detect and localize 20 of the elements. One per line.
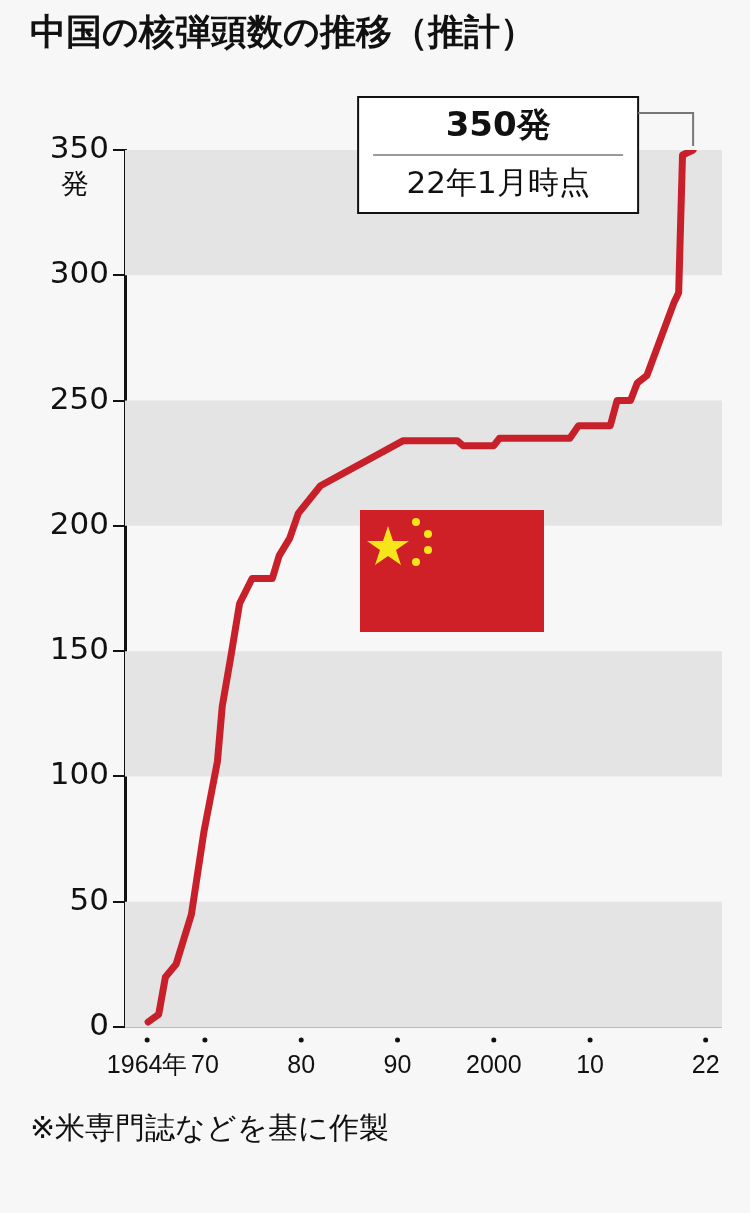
chart-title: 中国の核弾頭数の推移（推計） xyxy=(30,10,536,54)
text: 350発 xyxy=(445,103,551,144)
x-tick-label: 1964年 xyxy=(106,1049,188,1078)
x-tick-label: 70 xyxy=(191,1049,219,1078)
y-tick-label: 350 xyxy=(49,129,109,166)
x-tick-label: 80 xyxy=(287,1049,316,1078)
y-tick-label: 150 xyxy=(49,630,109,667)
y-tick-label: 0 xyxy=(89,1006,109,1043)
text: ※米専門誌などを基に作製 xyxy=(30,1109,391,1147)
y-tick-label: 250 xyxy=(49,379,109,416)
x-tick-label: 2000 xyxy=(465,1049,522,1078)
x-tick-label: 90 xyxy=(383,1049,412,1078)
x-tick-label: 22 xyxy=(691,1049,720,1078)
y-axis-title: 発 xyxy=(61,167,89,201)
y-tick-label: 100 xyxy=(49,755,109,792)
y-tick-label: 300 xyxy=(49,254,109,291)
y-tick-label: 200 xyxy=(49,504,109,541)
y-tick-label: 50 xyxy=(69,880,109,917)
annotation: 22年1月時点 xyxy=(406,164,590,201)
x-tick-label: 10 xyxy=(576,1049,604,1078)
